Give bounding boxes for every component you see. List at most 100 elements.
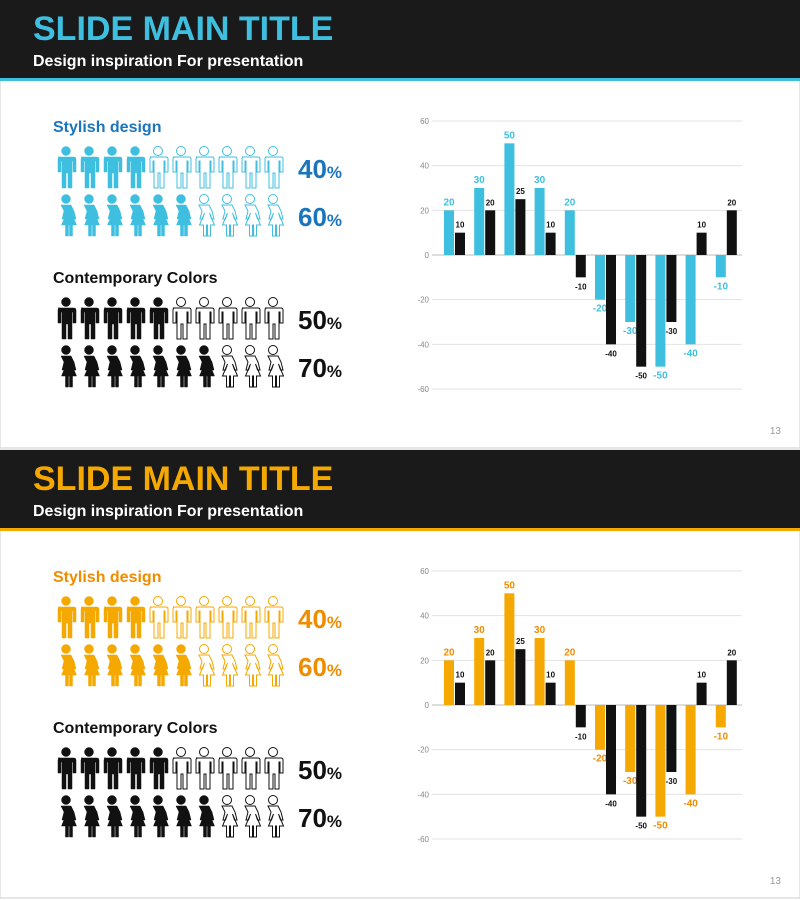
icon-head <box>245 297 255 307</box>
percent-label: 70% <box>298 353 342 383</box>
percent-value: 40 <box>298 154 327 184</box>
man-icon <box>103 146 123 189</box>
percent-label: 40% <box>298 604 342 634</box>
man-icon <box>80 297 100 340</box>
y-tick-label: 40 <box>420 162 429 171</box>
icon-head <box>222 644 232 654</box>
icon-head <box>107 194 117 204</box>
man-icon <box>149 596 169 639</box>
icon-body <box>264 156 284 189</box>
icon-head <box>61 345 71 355</box>
man-icon <box>241 747 261 790</box>
y-tick-label: 60 <box>420 117 429 126</box>
data-label: 20 <box>564 197 576 208</box>
woman-icon <box>244 345 262 388</box>
icon-body <box>195 757 215 790</box>
percent-unit: % <box>327 163 342 182</box>
bar <box>715 255 726 278</box>
data-label: 10 <box>697 671 706 680</box>
icon-body <box>221 204 239 237</box>
woman-icon <box>152 644 169 687</box>
icon-body <box>172 156 192 189</box>
icon-head <box>84 644 94 654</box>
icon-head <box>222 194 232 204</box>
bar <box>726 210 737 255</box>
icon-head <box>222 795 232 805</box>
data-label: 20 <box>727 198 736 207</box>
bar <box>444 210 454 255</box>
icon-head <box>199 297 209 307</box>
icon-body <box>103 307 123 340</box>
bar <box>474 188 485 255</box>
icon-head <box>222 146 232 156</box>
slide: SLIDE MAIN TITLE Design inspiration For p… <box>0 0 800 449</box>
icon-body <box>175 654 192 687</box>
icon-head <box>84 345 94 355</box>
icon-head <box>176 644 186 654</box>
icon-head <box>245 747 255 757</box>
icon-head <box>245 146 255 156</box>
woman-icon <box>152 795 169 838</box>
percent-unit: % <box>327 613 342 632</box>
bar <box>595 705 605 750</box>
icon-head <box>199 795 209 805</box>
woman-icon <box>83 644 100 687</box>
woman-icon <box>129 644 146 687</box>
icon-head <box>130 747 140 757</box>
icon-body <box>129 654 146 687</box>
data-label: -40 <box>605 799 617 808</box>
slide-subtitle: Design inspiration For presentation <box>33 503 303 520</box>
woman-icon <box>175 644 192 687</box>
data-label: 20 <box>443 647 455 658</box>
bar <box>685 705 696 795</box>
man-icon <box>241 297 261 340</box>
icon-body <box>241 156 261 189</box>
icon-head <box>153 747 163 757</box>
icon-body <box>244 654 262 687</box>
icon-head <box>130 297 140 307</box>
bar <box>696 232 707 255</box>
woman-icon <box>221 194 239 237</box>
man-icon <box>57 297 77 340</box>
man-icon <box>218 596 238 639</box>
icon-head <box>107 345 117 355</box>
woman-icon <box>198 345 215 388</box>
data-label: 30 <box>474 175 486 186</box>
bar <box>606 705 616 795</box>
icon-body <box>103 606 123 639</box>
icon-body <box>198 654 216 687</box>
man-icon <box>195 146 215 189</box>
data-label: 10 <box>697 221 706 230</box>
icon-body <box>241 307 261 340</box>
bar <box>455 232 465 255</box>
man-icon <box>80 747 100 790</box>
icon-body <box>152 355 169 388</box>
icon-body <box>126 606 146 639</box>
woman-icon <box>83 194 100 237</box>
icon-head <box>245 644 255 654</box>
y-tick-label: 0 <box>425 701 430 710</box>
header-line <box>0 78 800 81</box>
section-heading: Stylish design <box>53 119 161 136</box>
chart: 60 40 20 0 -20 -40 -60 20 30 50 30 20 -20 -30 -50 -40 -1… <box>417 567 742 844</box>
man-icon <box>172 146 192 189</box>
icon-head <box>61 596 71 606</box>
icon-head <box>176 747 186 757</box>
percent-unit: % <box>327 362 342 381</box>
icon-head <box>153 297 163 307</box>
icon-body <box>60 355 77 388</box>
woman-icon <box>83 345 100 388</box>
section-heading: Contemporary Colors <box>53 720 218 737</box>
woman-icon <box>267 345 285 388</box>
data-label: 20 <box>486 198 495 207</box>
bar <box>534 188 545 255</box>
data-label: 20 <box>443 197 455 208</box>
icon-head <box>268 146 278 156</box>
section-heading: Stylish design <box>53 569 161 586</box>
man-icon <box>264 747 284 790</box>
icon-head <box>199 345 209 355</box>
icon-body <box>57 156 77 189</box>
y-tick-label: 20 <box>420 206 429 215</box>
man-icon <box>149 747 169 790</box>
y-tick-label: 0 <box>425 251 430 260</box>
